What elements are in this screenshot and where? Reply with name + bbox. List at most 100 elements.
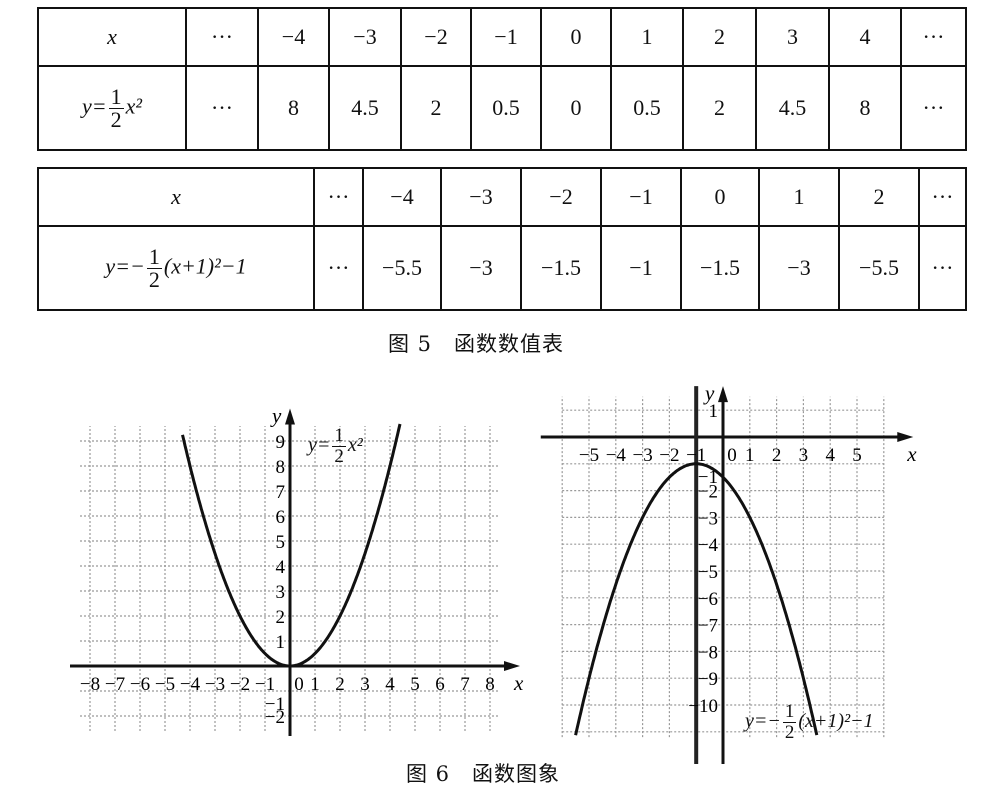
x-tick-label: 1	[745, 445, 755, 466]
x-axis-arrow-icon	[897, 432, 914, 442]
table-cell: 4	[828, 7, 902, 67]
formula-prefix: y=−	[105, 253, 145, 279]
table-row-y: y= 1 2 x² ··· 8 4.5 2 0.5 0 0.5 2 4.5 8 ···	[37, 65, 967, 151]
formula-suffix: (x+1)²−1	[798, 710, 874, 733]
table-cell: ···	[900, 65, 967, 151]
value-table-2: x ··· −4 −3 −2 −1 0 1 2 ··· y=− 1 2 (x+1)²−1 ··· −5.5−…	[37, 167, 967, 311]
table-cell: 0	[680, 167, 760, 227]
x-tick-label: −3	[632, 445, 652, 466]
x-axis-label: x	[513, 671, 524, 695]
x-tick-label: 4	[825, 445, 835, 466]
x-tick-label: −4	[180, 674, 201, 695]
table-cell: −3	[440, 225, 522, 311]
table-cell: −5.5	[838, 225, 920, 311]
x-tick-label: −4	[606, 445, 627, 466]
table-cell: −1	[600, 225, 682, 311]
numerator: 1	[146, 243, 162, 269]
value-table-1: x ··· −4 −3 −2 −1 0 1 2 3 4 ··· y= 1 2 x² ··· 8 4.5 2 0.5 0 0…	[37, 7, 967, 151]
y-tick-label: 2	[276, 607, 286, 628]
table-cell: ···	[900, 7, 967, 67]
table-cell: −3	[328, 7, 402, 67]
y-tick-label: −4	[698, 535, 719, 556]
table-cell: −5.5	[362, 225, 442, 311]
x-tick-label: −5	[579, 445, 599, 466]
y-tick-label: 3	[276, 582, 286, 603]
table-row-y: y=− 1 2 (x+1)²−1 ··· −5.5 −3 −1.5 −1 −1.5 −3 −5.5 ··…	[37, 225, 967, 311]
y-tick-label: −8	[698, 642, 718, 663]
table-cell: ···	[185, 65, 259, 151]
x-tick-label: −2	[230, 674, 250, 695]
y-tick-label: 9	[276, 432, 286, 453]
table-cell: −3	[440, 167, 522, 227]
figure-6-caption: 图 6 函数图象	[406, 762, 561, 786]
y-tick-label: −3	[698, 508, 718, 529]
x-tick-label: 1	[310, 674, 320, 695]
y-axis-arrow-icon	[718, 386, 728, 403]
y-tick-label: −10	[688, 696, 718, 717]
x-tick-label: −1	[255, 674, 275, 695]
x-tick-label: −3	[205, 674, 225, 695]
x-tick-label: −8	[80, 674, 100, 695]
formula-suffix: (x+1)²−1	[163, 253, 247, 279]
table-cell: 2	[838, 167, 920, 227]
x-tick-label: −7	[105, 674, 125, 695]
table-cell: −3	[758, 225, 840, 311]
x-tick-label: 8	[485, 674, 495, 695]
x-tick-label: 5	[852, 445, 862, 466]
table-cell: 0.5	[610, 65, 684, 151]
y-tick-label: −7	[698, 616, 718, 637]
y-tick-label: 7	[276, 482, 286, 503]
table-row-x: x ··· −4 −3 −2 −1 0 1 2 3 4 ···	[37, 7, 967, 67]
table-cell: −1	[470, 7, 542, 67]
table-cell: −1.5	[520, 225, 602, 311]
figure-5-caption: 图 5 函数数值表	[388, 332, 565, 356]
table-cell: ···	[313, 225, 364, 311]
table-cell: −1	[600, 167, 682, 227]
y-tick-label: 6	[276, 507, 286, 528]
numerator: 1	[332, 425, 346, 447]
table-cell: 8	[828, 65, 902, 151]
y-tick-label: −2	[698, 482, 718, 503]
row-header: x	[37, 167, 315, 227]
y-tick-label: −2	[265, 707, 285, 728]
y-tick-label: −5	[698, 562, 718, 583]
x-tick-label: 6	[435, 674, 445, 695]
row-header: x	[37, 7, 187, 67]
x-tick-label: 7	[460, 674, 470, 695]
x-axis-arrow-icon	[504, 661, 520, 671]
y-tick-label: −6	[698, 589, 718, 610]
table-cell: 0.5	[470, 65, 542, 151]
x-axis-label: x	[906, 442, 917, 466]
numerator: 1	[782, 701, 797, 723]
graph-2-formula-label: y=− 1 2 (x+1)²−1	[745, 702, 874, 743]
parabola-curve	[181, 423, 402, 668]
y-tick-label: −1	[698, 467, 718, 488]
formula-prefix: y=	[308, 434, 331, 457]
x-tick-label: −5	[155, 674, 175, 695]
x-tick-label: 4	[385, 674, 395, 695]
table-cell: 0	[540, 65, 612, 151]
x-tick-label: −1	[686, 445, 706, 466]
y-tick-label: 1	[276, 632, 286, 653]
x-tick-label: 2	[335, 674, 345, 695]
denominator: 2	[334, 446, 344, 467]
table-cell: −4	[362, 167, 442, 227]
x-tick-label: 3	[360, 674, 370, 695]
table-cell: 1	[758, 167, 840, 227]
y-tick-label: 4	[276, 557, 286, 578]
table-cell: 4.5	[755, 65, 830, 151]
table-row-x: x ··· −4 −3 −2 −1 0 1 2 ···	[37, 167, 967, 227]
table-cell: 0	[540, 7, 612, 67]
table-cell: 2	[400, 65, 472, 151]
table-cell: ···	[313, 167, 364, 227]
y-tick-label: −9	[698, 669, 718, 690]
table-cell: −1.5	[680, 225, 760, 311]
table-cell: 2	[682, 65, 757, 151]
x-tick-label: 5	[410, 674, 420, 695]
table-cell: −2	[520, 167, 602, 227]
